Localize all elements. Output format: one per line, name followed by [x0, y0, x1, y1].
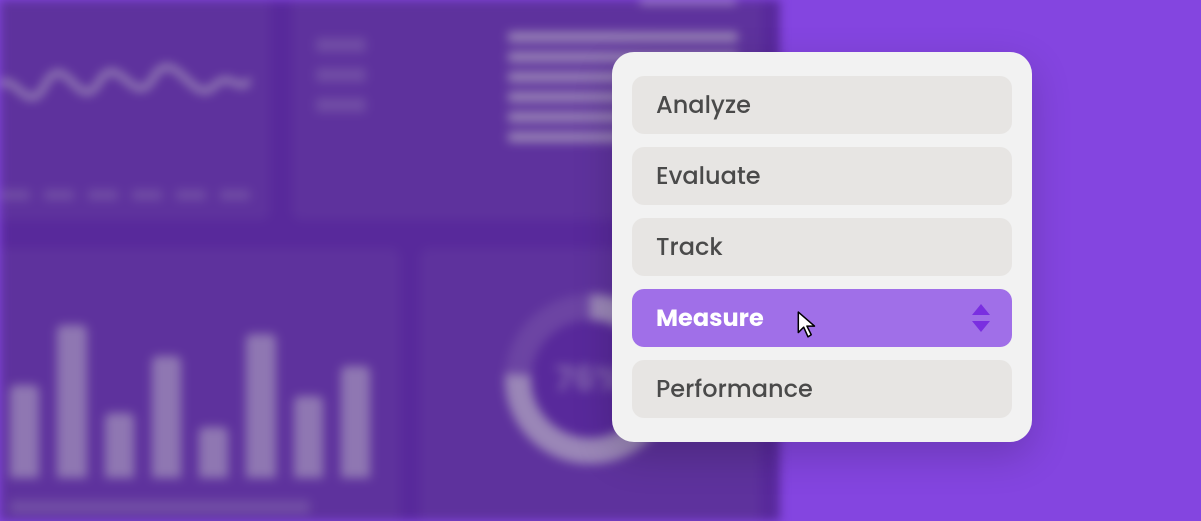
- menu-item-track[interactable]: Track: [632, 218, 1012, 276]
- menu-item-label: Measure: [656, 301, 764, 336]
- menu-item-evaluate[interactable]: Evaluate: [632, 147, 1012, 205]
- menu-item-label: Evaluate: [656, 159, 761, 194]
- menu-item-performance[interactable]: Performance: [632, 360, 1012, 418]
- cursor-icon: [797, 311, 819, 339]
- menu-item-label: Performance: [656, 372, 813, 407]
- menu-item-measure[interactable]: Measure: [632, 289, 1012, 347]
- options-menu: Analyze Evaluate Track Measure Performance: [612, 52, 1032, 442]
- menu-item-label: Analyze: [656, 88, 751, 123]
- menu-item-label: Track: [656, 230, 723, 265]
- menu-item-analyze[interactable]: Analyze: [632, 76, 1012, 134]
- sort-icon[interactable]: [972, 304, 990, 332]
- stage: 76% AnalyzeEvaluateTrackMeasurePerforman…: [0, 0, 1201, 521]
